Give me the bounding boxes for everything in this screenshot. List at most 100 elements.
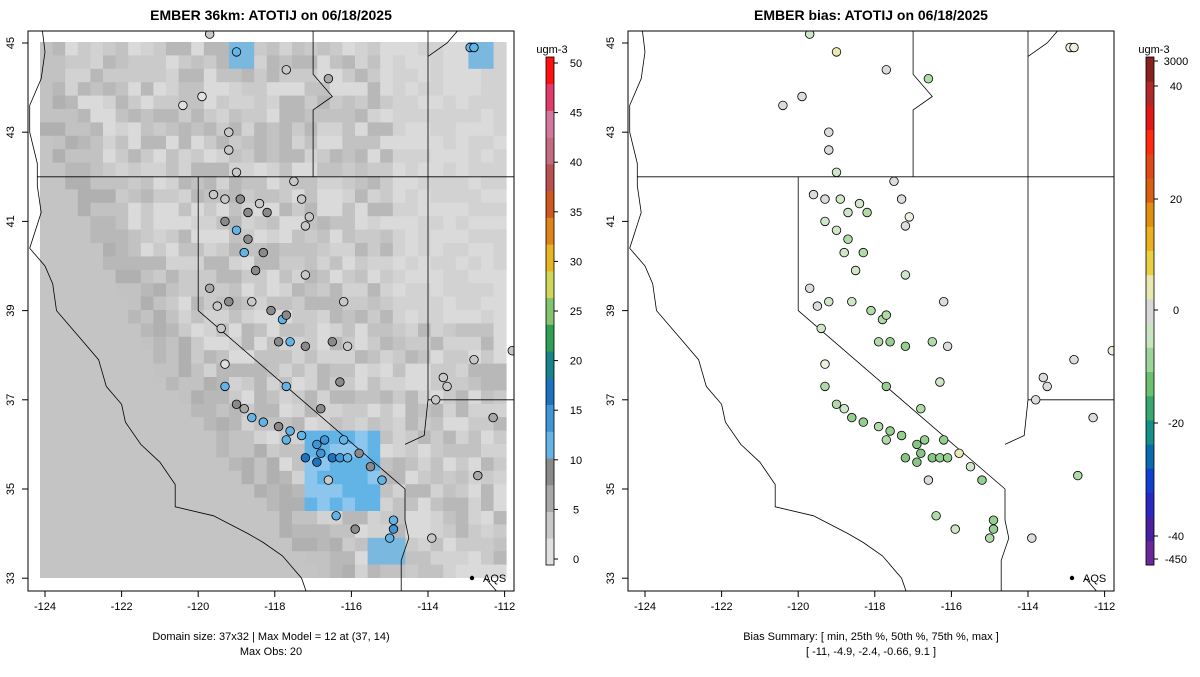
grid-cell — [317, 216, 331, 230]
bias-station-markers — [778, 31, 1114, 543]
grid-cell — [342, 42, 356, 56]
grid-cell — [279, 323, 293, 338]
grid-cell — [380, 162, 394, 177]
grid-cell — [65, 95, 79, 110]
grid-cell — [52, 551, 66, 565]
bias-station-marker — [939, 435, 949, 445]
grid-cell — [140, 216, 154, 230]
grid-cell — [380, 283, 394, 297]
grid-cell — [468, 162, 482, 177]
grid-cell — [279, 176, 293, 190]
grid-cell — [367, 122, 381, 137]
grid-cell — [203, 149, 217, 163]
y-tick-label: 43 — [5, 126, 17, 138]
grid-cell — [166, 162, 179, 177]
grid-cell — [254, 176, 268, 190]
grid-cell — [392, 229, 406, 244]
bias-station-marker — [896, 194, 907, 204]
grid-cell — [178, 350, 192, 364]
colorbar-segment — [546, 458, 554, 486]
grid-cell — [392, 417, 406, 431]
grid-cell — [140, 149, 154, 163]
grid-cell — [392, 256, 406, 271]
station-marker — [323, 73, 334, 84]
grid-cell — [481, 497, 494, 512]
grid-cell — [128, 269, 142, 284]
station-marker — [300, 453, 311, 463]
grid-cell — [493, 323, 507, 338]
station-marker — [224, 145, 234, 155]
grid-cell — [77, 444, 91, 458]
grid-cell — [392, 135, 406, 150]
grid-cell — [455, 497, 469, 512]
grid-cell — [65, 122, 79, 137]
grid-cell — [317, 122, 331, 137]
grid-cell — [90, 403, 104, 418]
grid-cell — [317, 202, 331, 217]
grid-cell — [481, 537, 494, 552]
grid-cell — [140, 537, 154, 552]
grid-cell — [329, 269, 343, 284]
grid-cell — [405, 269, 419, 284]
grid-cell — [405, 537, 419, 552]
grid-cell — [481, 82, 494, 96]
grid-cell — [266, 269, 280, 284]
colorbar-label: 45 — [570, 108, 582, 120]
grid-cell — [317, 484, 331, 498]
grid-cell — [203, 551, 217, 565]
grid-cell — [443, 417, 457, 431]
grid-cell — [178, 283, 192, 297]
bias-station-marker — [824, 127, 834, 137]
grid-cell — [430, 511, 444, 525]
bias-station-marker — [797, 91, 807, 102]
grid-cell — [367, 162, 381, 177]
grid-cell — [279, 189, 293, 204]
grid-cell — [77, 377, 91, 391]
grid-cell — [65, 42, 79, 56]
grid-cell — [153, 135, 167, 150]
grid-cell — [405, 95, 419, 110]
grid-cell — [493, 511, 507, 525]
colorbar-segment — [1146, 226, 1154, 251]
grid-cell — [203, 243, 217, 257]
colorbar-segment — [546, 511, 554, 539]
bias-station-marker — [831, 399, 842, 410]
grid-cell — [191, 457, 205, 472]
colorbar-segment — [546, 270, 554, 299]
grid-cell — [468, 135, 482, 150]
grid-cell — [140, 55, 154, 70]
colorbar-label: 30 — [570, 256, 582, 268]
grid-cell — [216, 283, 230, 297]
grid-cell — [266, 551, 280, 565]
grid-cell — [392, 484, 406, 498]
boundary-line — [1004, 176, 1029, 445]
grid-cell — [355, 310, 368, 324]
grid-cell — [380, 377, 394, 391]
grid-cell — [178, 229, 192, 244]
colorbar-segment — [1146, 540, 1154, 566]
grid-cell — [140, 363, 154, 378]
grid-cell — [292, 323, 305, 338]
grid-cell — [40, 470, 53, 485]
grid-cell — [166, 537, 179, 552]
grid-cell — [266, 55, 280, 70]
station-marker — [469, 42, 479, 53]
bias-station-marker — [885, 337, 895, 347]
grid-cell — [418, 350, 431, 364]
grid-cell — [203, 511, 217, 525]
grid-cell — [254, 564, 268, 579]
grid-cell — [178, 68, 192, 83]
grid-cell — [430, 82, 444, 96]
grid-cell — [342, 243, 356, 257]
grid-cell — [430, 470, 444, 485]
grid-cell — [493, 484, 507, 498]
grid-cell — [90, 109, 104, 123]
grid-cell — [455, 176, 469, 190]
grid-cell — [392, 42, 406, 56]
grid-cell — [443, 202, 457, 217]
grid-cell — [481, 162, 494, 177]
grid-cell — [292, 243, 305, 257]
station-marker — [331, 511, 341, 521]
colorbar-segment — [546, 244, 554, 272]
